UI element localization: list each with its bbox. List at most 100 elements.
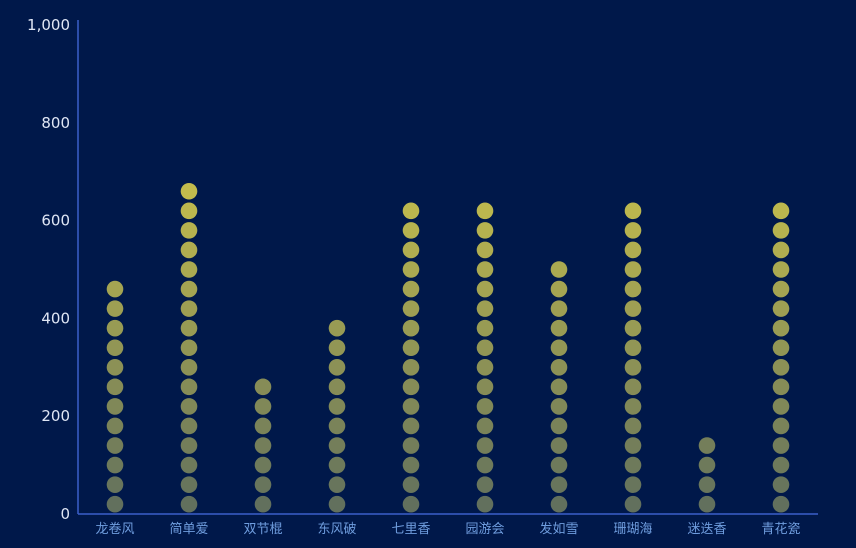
- y-tick-label: 200: [41, 407, 70, 425]
- bar-珊瑚海: [624, 202, 642, 513]
- bar-marker: [476, 476, 494, 493]
- bar-marker: [180, 437, 198, 454]
- bar-marker: [254, 476, 272, 493]
- x-tick-label: 迷迭香: [687, 522, 726, 537]
- bar-marker: [698, 495, 716, 513]
- bar-marker: [698, 476, 716, 493]
- bar-marker: [402, 241, 420, 259]
- bar-marker: [328, 417, 346, 435]
- bar-marker: [328, 319, 346, 337]
- bar-marker: [624, 339, 642, 357]
- bar-简单爱: [180, 182, 198, 513]
- x-tick-label: 发如雪: [539, 521, 578, 537]
- bar-marker: [772, 222, 790, 239]
- bar-marker: [476, 437, 494, 454]
- bar-marker: [180, 359, 198, 376]
- bar-marker: [402, 222, 420, 239]
- x-axis: 龙卷风 简单爱 双节棍 东风破 七里香 园游会 发如雪 珊瑚海 迷迭香 青花瓷: [78, 513, 818, 537]
- bar-marker: [106, 300, 124, 317]
- bar-marker: [624, 417, 642, 435]
- bar-marker: [402, 495, 420, 513]
- bar-marker: [772, 456, 790, 474]
- bar-marker: [624, 241, 642, 259]
- bar-marker: [328, 456, 346, 474]
- bar-marker: [106, 339, 124, 357]
- bar-marker: [476, 359, 494, 376]
- bar-marker: [550, 398, 568, 415]
- bar-marker: [476, 222, 494, 239]
- x-tick-label: 园游会: [465, 522, 504, 537]
- bar-marker: [402, 417, 420, 435]
- bar-marker: [624, 398, 642, 415]
- bar-marker: [550, 437, 568, 454]
- x-tick-label: 东风破: [317, 522, 356, 537]
- bar-marker: [550, 359, 568, 376]
- bar-marker: [476, 300, 494, 317]
- bar-marker: [106, 378, 124, 396]
- bar-marker: [328, 339, 346, 357]
- bar-marker: [180, 261, 198, 278]
- bar-marker: [772, 437, 790, 454]
- bar-marker: [254, 417, 272, 435]
- bar-marker: [476, 339, 494, 357]
- bar-迷迭香: [698, 437, 716, 513]
- bar-marker: [180, 241, 198, 259]
- bar-marker: [106, 359, 124, 376]
- bar-marker: [550, 280, 568, 298]
- bar-marker: [180, 417, 198, 435]
- bar-marker: [402, 437, 420, 454]
- bar-marker: [106, 280, 124, 298]
- bar-marker: [624, 495, 642, 513]
- bar-marker: [550, 300, 568, 317]
- x-tick-label: 珊瑚海: [613, 522, 652, 537]
- plot-area: [106, 182, 790, 513]
- bar-marker: [180, 182, 198, 200]
- bar-marker: [328, 437, 346, 454]
- bar-marker: [402, 359, 420, 376]
- bar-marker: [476, 398, 494, 415]
- y-tick-label: 1,000: [27, 16, 70, 34]
- bar-龙卷风: [106, 280, 124, 513]
- bar-marker: [328, 495, 346, 513]
- bar-marker: [550, 456, 568, 474]
- bar-marker: [550, 476, 568, 493]
- bar-marker: [772, 398, 790, 415]
- bar-marker: [402, 398, 420, 415]
- bar-marker: [772, 261, 790, 278]
- bar-marker: [476, 280, 494, 298]
- x-tick-label: 双节棍: [243, 522, 282, 537]
- bar-marker: [698, 456, 716, 474]
- bar-marker: [402, 339, 420, 357]
- bar-marker: [402, 202, 420, 220]
- bar-marker: [180, 398, 198, 415]
- bar-marker: [550, 417, 568, 435]
- bar-marker: [254, 378, 272, 396]
- bar-marker: [772, 417, 790, 435]
- bar-marker: [402, 476, 420, 493]
- bar-marker: [106, 417, 124, 435]
- bar-marker: [772, 476, 790, 493]
- bar-marker: [624, 359, 642, 376]
- bar-marker: [624, 476, 642, 493]
- x-tick-label: 龙卷风: [95, 521, 134, 537]
- bar-marker: [476, 495, 494, 513]
- bar-marker: [180, 300, 198, 317]
- bar-marker: [772, 300, 790, 317]
- bar-marker: [624, 261, 642, 278]
- bar-marker: [106, 456, 124, 474]
- bar-marker: [476, 202, 494, 220]
- bar-marker: [254, 398, 272, 415]
- bar-marker: [180, 222, 198, 239]
- bar-marker: [624, 319, 642, 337]
- bar-marker: [624, 280, 642, 298]
- bar-marker: [772, 378, 790, 396]
- bar-marker: [476, 261, 494, 278]
- bar-marker: [402, 456, 420, 474]
- bar-marker: [106, 495, 124, 513]
- bar-marker: [402, 280, 420, 298]
- bar-marker: [402, 378, 420, 396]
- bar-marker: [476, 417, 494, 435]
- bar-园游会: [476, 202, 494, 513]
- bar-marker: [772, 319, 790, 337]
